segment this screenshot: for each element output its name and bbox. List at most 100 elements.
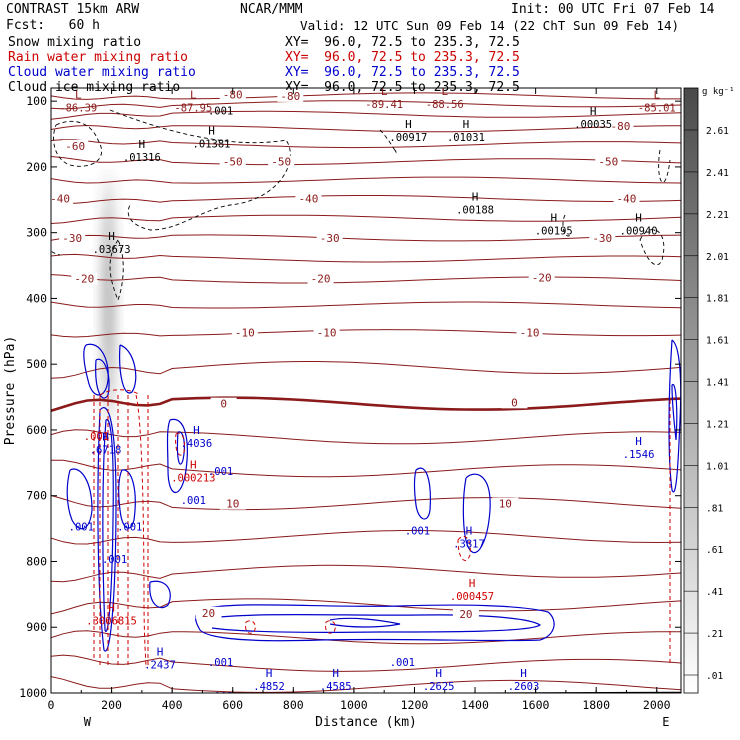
isotherm-line (51, 301, 681, 309)
extremum-value: .001 (84, 431, 109, 443)
y-tick-label: 400 (26, 291, 47, 305)
isotherm-line (51, 564, 681, 583)
extremum-marker: H (190, 459, 197, 472)
isotherm-label: 20 (202, 607, 215, 620)
west-endpoint: W (84, 715, 92, 729)
isotherm-label-bg (452, 608, 479, 621)
isotherm-label: -50 (223, 156, 243, 169)
isotherm-line (51, 100, 681, 110)
isotherm-label-bg (313, 326, 340, 339)
isotherm-label-bg (589, 231, 616, 244)
colorbar-tick-label: 2.01 (706, 252, 729, 263)
x-tick-label: 1200 (401, 698, 429, 712)
extremum-marker: H (590, 105, 597, 118)
x-tick-label: 800 (283, 698, 304, 712)
isotherm-label-bg (219, 155, 246, 168)
isotherm-line (51, 530, 681, 545)
cloud-ice-contour (53, 120, 103, 167)
isotherm-label: -10 (235, 327, 255, 340)
isotherm-label-bg (219, 88, 246, 101)
extremum-value: .01316 (123, 152, 161, 164)
extremum-marker: L (441, 85, 448, 98)
isotherm-label-bg (607, 120, 634, 133)
isotherm-label-bg (51, 192, 74, 205)
extremum-marker: H (405, 118, 412, 131)
cloud-ice-contour (109, 239, 124, 302)
extremum-value: .001 (102, 554, 127, 566)
cloud-water-contour (209, 614, 542, 633)
colorbar-tick-label: 2.61 (706, 126, 729, 137)
isotherm-label: 0 (511, 396, 518, 409)
x-tick-label: 1600 (522, 698, 550, 712)
colorbar-tick-label: .21 (706, 629, 723, 640)
extremum-value: .3006815 (86, 615, 137, 627)
extremum-marker: H (520, 667, 527, 680)
extremum-marker: L (653, 88, 660, 101)
cloud-water-contour (462, 473, 491, 554)
y-tick-label: 800 (26, 554, 47, 568)
x-tick-label: 400 (162, 698, 183, 712)
isotherm-label: -30 (592, 232, 612, 245)
extremum-marker: H (466, 524, 473, 537)
extremum-marker: H (102, 430, 109, 443)
isotherm-line (51, 329, 681, 338)
isotherm-label-bg (62, 139, 89, 152)
legend-rain: Rain water mixing ratio (8, 50, 189, 65)
extremum-marker: H (435, 667, 442, 680)
isotherm-line (51, 361, 681, 379)
isotherm-line (51, 429, 681, 445)
extremum-value: .2437 (144, 659, 176, 671)
extremum-value: .001 (117, 521, 142, 533)
extremum-value: .001 (69, 521, 94, 533)
isotherm-line (51, 110, 681, 120)
isotherm-label: 0 (220, 398, 227, 411)
extremum-value: -89.41 (365, 99, 403, 111)
extremum-marker: H (193, 424, 200, 437)
extremum-value: .3817 (453, 538, 485, 550)
isotherm-line (51, 630, 681, 645)
legend-snow-xy: XY= 96.0, 72.5 to 235.3, 72.5 (285, 35, 520, 50)
isotherm-label-bg (595, 155, 622, 168)
extremum-marker: H (635, 435, 642, 448)
extremum-marker: H (266, 667, 273, 680)
snow-shading (105, 166, 112, 437)
extremum-value: .001 (208, 657, 233, 669)
extremum-marker: L (190, 88, 197, 101)
colorbar-tick-label: 1.81 (706, 294, 729, 305)
x-tick-label: 200 (101, 698, 122, 712)
colorbar-tick-label: .81 (706, 503, 723, 514)
cloud-water-contour (97, 407, 117, 652)
isotherm-label: -20 (311, 273, 331, 286)
isotherm-line (51, 598, 681, 615)
model-title: CONTRAST 15km ARW (6, 2, 140, 17)
extremum-marker: H (108, 230, 115, 243)
colorbar-tick-label: 2.41 (706, 168, 729, 179)
extremum-value: .4852 (253, 681, 285, 693)
extremum-marker: H (469, 577, 476, 590)
isotherm-label-bg (195, 606, 222, 619)
isotherm-label: 10 (226, 498, 239, 511)
isotherm-label-bg (528, 271, 555, 284)
y-tick-label: 100 (26, 94, 47, 108)
isotherm-line (51, 139, 681, 149)
legend-cloud-water: Cloud water mixing ratio (8, 65, 196, 80)
east-endpoint: E (662, 715, 669, 729)
cloud-water-contour (166, 418, 188, 493)
x-tick-label: 0 (48, 698, 55, 712)
extremum-value: .6718 (90, 444, 122, 456)
colorbar-tick-label: 2.21 (706, 210, 729, 221)
isotherm-label-bg (268, 155, 295, 168)
forecast-hour: Fcst: 60 h (6, 18, 100, 33)
cloud-water-contour (329, 617, 401, 628)
plot-frame (50, 87, 682, 694)
isotherm-label-bg (59, 231, 86, 244)
legend-snow: Snow mixing ratio (8, 35, 142, 50)
extremum-value: .001 (390, 657, 415, 669)
isotherm-label: -20 (74, 273, 94, 286)
extremum-value: .000457 (450, 591, 494, 603)
cloud-water-contour (118, 469, 136, 529)
extremum-marker: H (332, 667, 339, 680)
cloud-water-contour (176, 431, 185, 465)
extremum-value: .03673 (93, 244, 131, 256)
